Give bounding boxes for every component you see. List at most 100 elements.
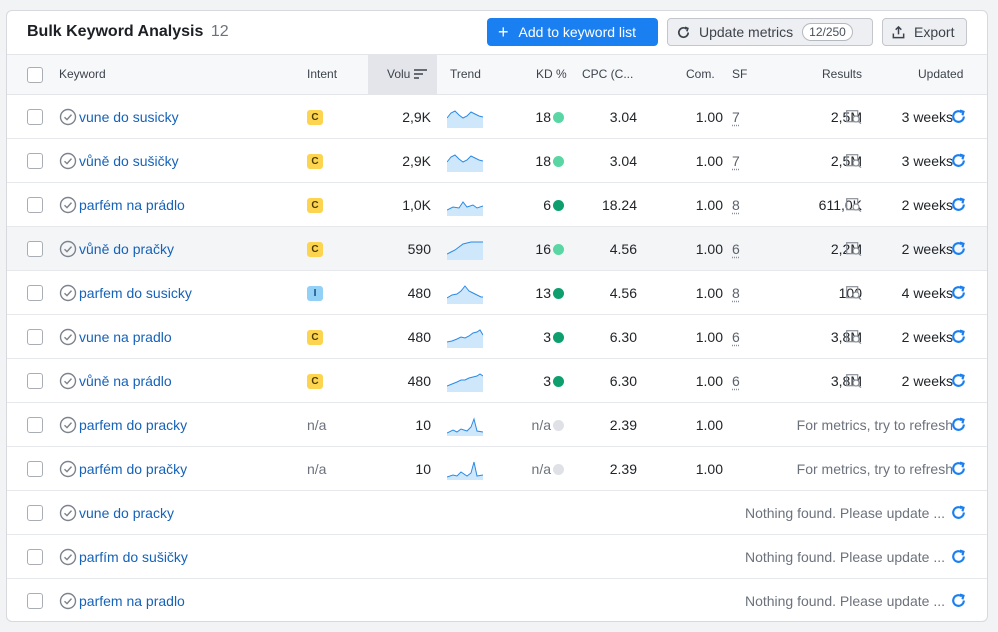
row-checkbox[interactable] (27, 109, 43, 125)
panel-header: Bulk Keyword Analysis 12 + Add to keywor… (7, 11, 987, 54)
refresh-icon[interactable] (950, 152, 967, 169)
results-value: 611,0K (818, 197, 862, 213)
keyword-link[interactable]: vune na pradlo (79, 329, 172, 345)
column-cpc[interactable]: CPC (C... (582, 67, 634, 81)
serp-features-count[interactable]: 6 (732, 329, 740, 345)
row-checkbox[interactable] (27, 197, 43, 213)
table-row: vůně do pračky C 590 16 4.56 1.00 6 2,2M 2 weeks (7, 227, 987, 271)
serp-preview-icon[interactable] (846, 242, 862, 256)
kd-value: 3 (543, 329, 551, 345)
select-all-checkbox[interactable] (27, 67, 43, 83)
intent-badge: C (307, 330, 323, 345)
refresh-icon[interactable] (950, 328, 967, 345)
refresh-icon[interactable] (950, 196, 967, 213)
trend-sparkline (447, 285, 483, 304)
serp-preview-icon[interactable] (846, 154, 862, 168)
row-checkbox[interactable] (27, 329, 43, 345)
kd-difficulty-dot (553, 156, 564, 167)
serp-features-count[interactable]: 6 (732, 373, 740, 389)
column-sf[interactable]: SF (732, 67, 748, 81)
check-circle-icon (59, 284, 77, 302)
row-checkbox[interactable] (27, 241, 43, 257)
refresh-icon[interactable] (950, 108, 967, 125)
serp-preview-icon[interactable] (846, 286, 862, 300)
serp-preview-icon[interactable] (846, 374, 862, 388)
row-checkbox[interactable] (27, 505, 43, 521)
serp-features-count[interactable]: 8 (732, 285, 740, 301)
row-checkbox[interactable] (27, 373, 43, 389)
column-intent[interactable]: Intent (307, 67, 338, 81)
keyword-link[interactable]: vune do susicky (79, 109, 179, 125)
volume-value: 1,0K (402, 197, 431, 213)
column-trend[interactable]: Trend (450, 67, 481, 81)
keyword-link[interactable]: parfím do sušičky (79, 549, 188, 565)
keyword-link[interactable]: parfém na prádlo (79, 197, 185, 213)
export-icon (892, 25, 905, 38)
serp-preview-icon[interactable] (846, 330, 862, 344)
column-updated[interactable]: Updated (918, 67, 964, 81)
cpc-value: 2.39 (609, 461, 637, 477)
cpc-value: 6.30 (609, 373, 637, 389)
refresh-icon[interactable] (950, 592, 967, 609)
column-volume[interactable]: Volu (368, 55, 437, 94)
table-row: vůně na prádlo C 480 3 6.30 1.00 6 3,8M 2 weeks (7, 359, 987, 403)
column-com[interactable]: Com. (686, 67, 715, 81)
competition-value: 1.00 (695, 197, 723, 213)
table-row: parfím do sušičky Nothing found. Please u… (7, 535, 987, 579)
trend-sparkline (447, 154, 483, 172)
volume-value: 480 (407, 285, 431, 301)
refresh-icon (677, 26, 690, 38)
check-circle-icon (59, 196, 77, 214)
nothing-found-message: Nothing found. Please update ... (744, 549, 945, 565)
table-row: parfém do pračky n/a 10 n/a 2.39 1.00 For metr… (7, 447, 987, 491)
kd-value: 18 (535, 109, 551, 125)
refresh-icon[interactable] (950, 284, 967, 301)
row-checkbox[interactable] (27, 153, 43, 169)
keyword-link[interactable]: parfem do pracky (79, 417, 188, 433)
column-kd[interactable]: KD % (536, 67, 567, 81)
serp-preview-icon[interactable] (846, 110, 862, 124)
refresh-icon[interactable] (950, 460, 967, 477)
cpc-value: 4.56 (609, 285, 637, 301)
table-row: parfem na pradlo Nothing found. Please up… (7, 579, 987, 621)
trend-sparkline (447, 329, 483, 348)
add-to-keyword-list-button[interactable]: + Add to keyword list (487, 18, 658, 46)
keyword-link[interactable]: vůně do sušičky (79, 153, 179, 169)
title-text: Bulk Keyword Analysis (27, 23, 204, 40)
keyword-link[interactable]: parfem do susicky (79, 285, 192, 301)
refresh-icon[interactable] (950, 504, 967, 521)
refresh-icon[interactable] (950, 548, 967, 565)
refresh-icon[interactable] (950, 372, 967, 389)
refresh-icon[interactable] (950, 240, 967, 257)
volume-value: 10 (415, 417, 431, 433)
refresh-icon[interactable] (950, 416, 967, 433)
keyword-link[interactable]: vune do pracky (79, 505, 174, 521)
trend-sparkline (447, 373, 483, 392)
serp-features-count[interactable]: 7 (732, 153, 740, 169)
serp-features-count[interactable]: 7 (732, 109, 740, 125)
keyword-link[interactable]: parfém do pračky (79, 461, 188, 477)
serp-features-count[interactable]: 8 (732, 197, 740, 213)
check-circle-icon (59, 592, 77, 610)
keyword-link[interactable]: vůně do pračky (79, 241, 174, 257)
keyword-link[interactable]: vůně na prádlo (79, 373, 172, 389)
row-checkbox[interactable] (27, 593, 43, 609)
serp-features-count[interactable]: 6 (732, 241, 740, 257)
row-checkbox[interactable] (27, 549, 43, 565)
keyword-link[interactable]: parfem na pradlo (79, 593, 185, 609)
competition-value: 1.00 (695, 373, 723, 389)
keyword-count: 12 (210, 23, 229, 40)
column-keyword[interactable]: Keyword (59, 67, 106, 81)
export-button[interactable]: Export (882, 18, 967, 46)
row-checkbox[interactable] (27, 417, 43, 433)
row-checkbox[interactable] (27, 461, 43, 477)
updated-value: 3 weeks (901, 109, 953, 125)
row-checkbox[interactable] (27, 285, 43, 301)
serp-preview-icon[interactable] (846, 198, 862, 212)
kd-difficulty-dot (553, 420, 564, 431)
table-row: vune na pradlo C 480 3 6.30 1.00 6 3,8M 2 weeks (7, 315, 987, 359)
column-results[interactable]: Results (822, 67, 863, 81)
intent-na: n/a (307, 417, 327, 433)
update-metrics-button[interactable]: Update metrics 12/250 (667, 18, 873, 46)
volume-value: 2,9K (402, 153, 431, 169)
